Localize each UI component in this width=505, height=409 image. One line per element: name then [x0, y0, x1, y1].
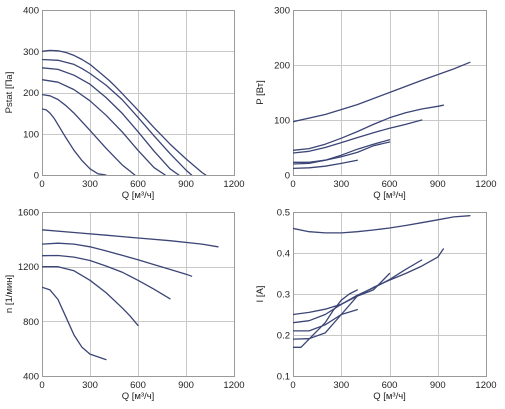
x-tick-label: 600 [130, 179, 146, 190]
series-line [42, 254, 171, 300]
x-tick-label: 1200 [223, 380, 244, 391]
series-line [293, 248, 445, 316]
x-axis-label: Q [м³/ч] [122, 391, 155, 402]
x-tick-label: 600 [382, 179, 398, 190]
x-tick-label: 600 [382, 380, 398, 391]
series-line [293, 159, 358, 170]
x-tick-label: 0 [290, 380, 295, 391]
series-line [42, 266, 139, 327]
series-line [42, 49, 207, 175]
series-line [42, 242, 193, 277]
x-tick-label: 300 [333, 179, 349, 190]
current-chart: 0 300 600 900 1200 0.1 0.2 0.3 0.4 0.5 Q [м³/ч] I [… [255, 208, 497, 403]
x-tick-label: 900 [178, 380, 194, 391]
x-tick-label: 1200 [223, 179, 244, 190]
y-tick-label: 100 [274, 116, 290, 127]
x-tick-label: 900 [430, 179, 446, 190]
y-tick-label: 0.1 [277, 372, 290, 383]
y-tick-label: 200 [23, 88, 39, 99]
plot-frame [293, 10, 487, 176]
y-tick-label: 300 [274, 6, 290, 17]
y-axis-label: Pstat [Па] [4, 72, 15, 114]
y-tick-label: 0.2 [277, 331, 290, 342]
series-line [293, 308, 358, 332]
y-tick-label: 400 [23, 372, 39, 383]
x-tick-label: 300 [333, 380, 349, 391]
x-axis-label: Q [м³/ч] [122, 190, 155, 201]
y-tick-label: 200 [274, 61, 290, 72]
x-tick-label: 300 [82, 179, 98, 190]
x-tick-label: 0 [39, 179, 44, 190]
x-tick-label: 900 [178, 179, 194, 190]
x-tick-label: 1200 [475, 179, 496, 190]
speed-chart: 0 300 600 900 1200 400 800 1200 1600 Q [м³/ч] n [1… [4, 208, 245, 403]
series-line [42, 79, 166, 175]
y-tick-label: 0 [34, 171, 39, 182]
x-tick-label: 0 [39, 380, 44, 391]
series-line [293, 139, 391, 165]
x-tick-label: 900 [430, 380, 446, 391]
series-line [42, 58, 193, 175]
y-tick-label: 300 [23, 47, 39, 58]
plot-frame [42, 10, 235, 176]
y-axis-label: n [1/мин] [4, 275, 15, 313]
y-tick-label: 1600 [18, 208, 39, 219]
series-line [293, 141, 391, 163]
y-tick-label: 0.5 [277, 208, 290, 219]
power-chart: 0 300 600 900 1200 0 100 200 300 Q [м³/ч] P [Вт] [255, 6, 497, 202]
series-line [293, 119, 423, 154]
y-tick-label: 400 [23, 6, 39, 17]
y-tick-label: 0.4 [277, 249, 290, 260]
plot-frame [42, 212, 235, 377]
y-tick-label: 1200 [18, 262, 39, 273]
series-line [293, 104, 445, 151]
static-pressure-chart: 0 300 600 900 1200 0 100 200 300 400 Q [м³/ч] Pstat… [4, 6, 245, 202]
y-tick-label: 100 [23, 129, 39, 140]
y-axis-label: I [A] [255, 286, 266, 303]
series-line [293, 215, 471, 234]
y-tick-label: 0.3 [277, 290, 290, 301]
series-line [42, 67, 180, 175]
series-line [42, 108, 107, 175]
x-tick-label: 0 [290, 179, 295, 190]
x-tick-label: 300 [82, 380, 98, 391]
series-line [42, 229, 219, 248]
y-axis-label: P [Вт] [255, 80, 266, 104]
x-tick-label: 600 [130, 380, 146, 391]
x-axis-label: Q [м³/ч] [373, 391, 406, 402]
series-line [42, 93, 136, 175]
series-line [293, 61, 471, 123]
series-line [293, 289, 358, 348]
series-line [42, 286, 107, 361]
y-tick-label: 800 [23, 317, 39, 328]
plot-frame [293, 212, 487, 377]
y-tick-label: 0 [285, 171, 290, 182]
x-tick-label: 1200 [475, 380, 496, 391]
x-axis-label: Q [м³/ч] [373, 190, 406, 201]
series-line [293, 259, 423, 324]
